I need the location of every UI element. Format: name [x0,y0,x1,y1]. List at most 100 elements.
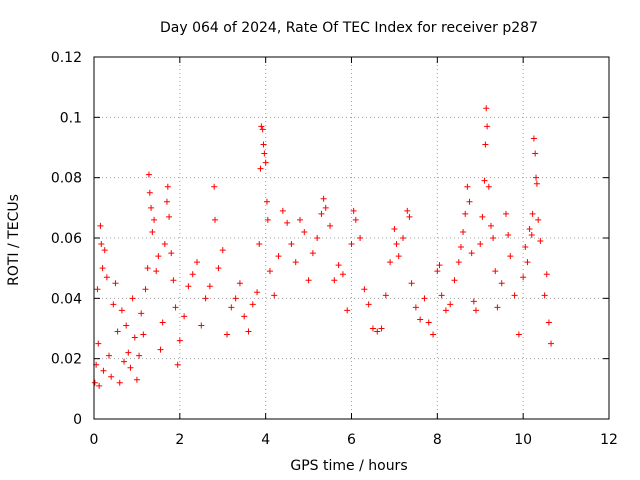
data-point [189,271,196,278]
x-axis-label: GPS time / hours [290,458,407,474]
data-point [185,283,192,290]
data-point [166,213,173,220]
y-tick-label: 0.12 [51,50,82,66]
data-point [477,241,484,248]
data-point [262,159,269,166]
data-point [140,331,147,338]
data-point [211,183,218,190]
data-point [170,277,177,284]
data-point [198,322,205,329]
data-point [529,210,536,217]
data-point [159,319,166,326]
data-point [535,216,542,223]
x-tick-label: 4 [261,432,270,448]
data-point [530,135,537,142]
y-tick-label: 0 [73,412,82,428]
data-point [254,289,261,296]
data-point [257,165,264,172]
data-point [348,241,355,248]
data-point [133,376,140,383]
data-point [430,331,437,338]
data-point [327,222,334,229]
data-point [103,274,110,281]
data-point [393,241,400,248]
chart-title: Day 064 of 2024, Rate Of TEC Index for r… [160,20,538,36]
data-point [275,253,282,260]
data-point [228,304,235,311]
data-points [91,105,555,389]
data-point [318,210,325,217]
data-point [391,225,398,232]
data-point [408,280,415,287]
data-point [320,195,327,202]
data-point [131,334,138,341]
data-point [258,123,265,130]
data-point [129,295,136,302]
data-point [297,216,303,223]
data-point [146,189,153,196]
x-tick-label: 10 [514,432,532,448]
data-point [507,253,514,260]
x-tick-label: 2 [175,432,184,448]
data-point [125,349,132,356]
data-point [266,268,273,275]
data-point [438,292,445,299]
data-point [412,304,419,311]
data-point [533,174,540,181]
data-point [148,204,155,211]
data-point [537,238,544,245]
data-point [470,298,477,305]
data-point [292,259,299,266]
data-point [468,250,475,257]
data-point [138,310,145,317]
data-point [451,277,458,284]
data-point [118,307,125,314]
data-point [96,382,103,389]
data-point [194,259,200,266]
data-point [249,301,256,308]
data-point [460,228,467,235]
data-point [511,292,518,299]
data-point [464,183,471,190]
data-point [212,216,219,223]
data-point [543,271,550,278]
data-point [224,331,231,338]
data-point [97,222,104,229]
data-point [421,295,428,302]
data-point [361,286,368,293]
x-tick-label: 12 [600,432,618,448]
data-point [545,319,552,326]
data-point [91,379,98,386]
data-point [339,271,346,278]
data-point [505,231,512,238]
data-point [259,126,266,133]
data-point [121,358,128,365]
data-point [494,304,501,311]
data-point [95,340,102,347]
data-point [548,340,555,347]
data-point [365,301,372,308]
data-point [472,307,479,314]
data-point [284,219,291,226]
data-point [335,262,342,269]
data-point [314,235,321,241]
data-point [515,331,522,338]
data-point [447,301,454,308]
data-point [151,216,158,223]
data-point [532,150,539,157]
data-point [168,250,175,257]
data-point [425,319,432,326]
data-point [112,280,119,287]
data-point [526,225,533,232]
y-tick-label: 0.02 [51,352,82,368]
data-point [305,277,312,284]
x-tick-label: 8 [433,432,442,448]
data-point [331,277,338,284]
data-point [144,265,151,272]
data-point [110,301,117,308]
data-point [485,183,492,190]
data-point [236,280,243,287]
data-point [528,231,535,238]
data-point [487,222,494,229]
data-point [101,247,108,254]
